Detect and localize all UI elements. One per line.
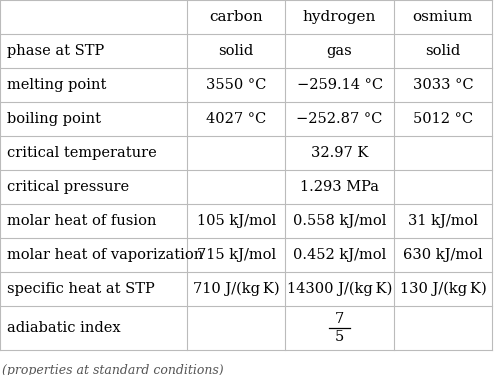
Text: boiling point: boiling point bbox=[7, 112, 101, 126]
Text: 32.97 K: 32.97 K bbox=[311, 146, 368, 160]
Text: 710 J/(kg K): 710 J/(kg K) bbox=[193, 282, 279, 296]
Text: solid: solid bbox=[219, 44, 254, 58]
Text: hydrogen: hydrogen bbox=[303, 10, 376, 24]
Text: 130 J/(kg K): 130 J/(kg K) bbox=[400, 282, 486, 296]
Text: 5: 5 bbox=[335, 330, 344, 344]
Text: (properties at standard conditions): (properties at standard conditions) bbox=[2, 364, 224, 375]
Text: molar heat of vaporization: molar heat of vaporization bbox=[7, 248, 204, 262]
Text: melting point: melting point bbox=[7, 78, 107, 92]
Text: critical temperature: critical temperature bbox=[7, 146, 157, 160]
Text: −259.14 °C: −259.14 °C bbox=[297, 78, 383, 92]
Text: 4027 °C: 4027 °C bbox=[206, 112, 266, 126]
Text: 105 kJ/mol: 105 kJ/mol bbox=[197, 214, 276, 228]
Text: 7: 7 bbox=[335, 312, 344, 326]
Text: gas: gas bbox=[327, 44, 352, 58]
Text: carbon: carbon bbox=[209, 10, 263, 24]
Text: osmium: osmium bbox=[413, 10, 473, 24]
Text: 31 kJ/mol: 31 kJ/mol bbox=[408, 214, 478, 228]
Text: phase at STP: phase at STP bbox=[7, 44, 105, 58]
Text: 630 kJ/mol: 630 kJ/mol bbox=[403, 248, 483, 262]
Text: 715 kJ/mol: 715 kJ/mol bbox=[197, 248, 276, 262]
Text: specific heat at STP: specific heat at STP bbox=[7, 282, 155, 296]
Text: 3550 °C: 3550 °C bbox=[206, 78, 266, 92]
Text: 0.452 kJ/mol: 0.452 kJ/mol bbox=[293, 248, 386, 262]
Text: 0.558 kJ/mol: 0.558 kJ/mol bbox=[293, 214, 386, 228]
Text: 1.293 MPa: 1.293 MPa bbox=[300, 180, 379, 194]
Text: −252.87 °C: −252.87 °C bbox=[296, 112, 383, 126]
Text: adiabatic index: adiabatic index bbox=[7, 321, 121, 335]
Text: 14300 J/(kg K): 14300 J/(kg K) bbox=[287, 282, 392, 296]
Text: 3033 °C: 3033 °C bbox=[413, 78, 473, 92]
Text: solid: solid bbox=[425, 44, 461, 58]
Text: molar heat of fusion: molar heat of fusion bbox=[7, 214, 157, 228]
Text: critical pressure: critical pressure bbox=[7, 180, 130, 194]
Text: 5012 °C: 5012 °C bbox=[413, 112, 473, 126]
